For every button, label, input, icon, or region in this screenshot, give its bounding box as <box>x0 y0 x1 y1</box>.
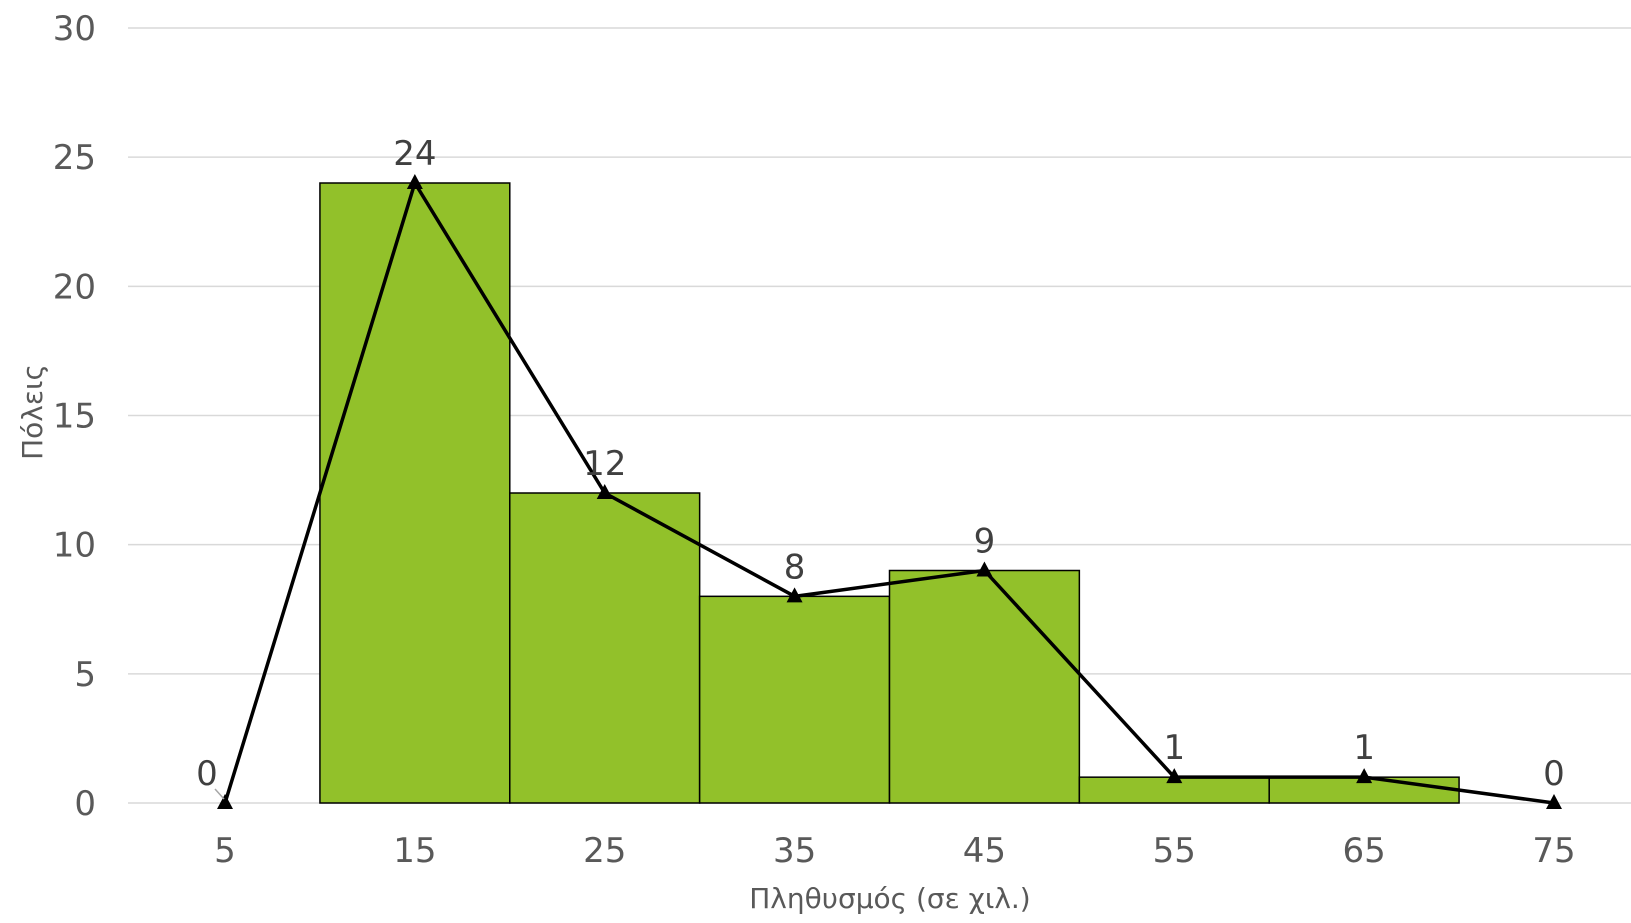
x-tick-label: 15 <box>393 831 436 871</box>
y-tick-label: 30 <box>53 9 96 49</box>
y-tick-label: 25 <box>53 138 96 178</box>
histogram-bar <box>509 492 701 804</box>
x-axis-ticks: 5 15 25 35 45 55 65 75 <box>214 831 1575 871</box>
x-tick-label: 75 <box>1532 831 1575 871</box>
y-tick-label: 0 <box>74 784 96 824</box>
polygon-marker <box>406 174 423 189</box>
histogram-bars <box>319 182 1460 804</box>
data-label: 0 <box>1543 754 1565 794</box>
data-label: 0 <box>196 754 218 794</box>
data-label: 8 <box>784 547 806 587</box>
polygon-marker <box>1356 768 1373 784</box>
polygon-marker <box>596 484 613 499</box>
y-axis-ticks: 0 5 10 15 20 25 30 <box>53 9 96 824</box>
y-tick-label: 20 <box>53 267 96 307</box>
polygon-line <box>223 181 1555 805</box>
label-leader-line <box>214 788 225 800</box>
data-label: 12 <box>583 444 626 484</box>
x-tick-label: 5 <box>214 831 236 871</box>
x-axis-title: Πληθυσμός (σε χιλ.) <box>749 882 1030 915</box>
y-tick-label: 10 <box>53 526 96 566</box>
frequency-polygon <box>217 174 1562 809</box>
y-tick-label: 15 <box>53 397 96 437</box>
data-label: 1 <box>1353 728 1375 768</box>
polygon-marker <box>786 587 803 603</box>
y-axis-title: Πόλεις <box>16 364 49 460</box>
data-label: 1 <box>1163 728 1185 768</box>
histogram-bar <box>698 595 891 804</box>
x-tick-label: 45 <box>963 831 1006 871</box>
x-tick-label: 35 <box>773 831 816 871</box>
polygon-marker <box>217 794 233 809</box>
polygon-marker <box>1166 768 1183 784</box>
histogram-bar <box>888 569 1081 804</box>
x-tick-label: 55 <box>1153 831 1196 871</box>
y-tick-label: 5 <box>74 655 96 695</box>
x-tick-label: 65 <box>1343 831 1386 871</box>
data-labels: 0 24 12 8 9 1 1 0 <box>196 134 1565 800</box>
polygon-marker <box>976 561 993 577</box>
data-label: 9 <box>974 522 996 562</box>
data-label: 24 <box>393 134 436 174</box>
x-tick-label: 25 <box>583 831 626 871</box>
polygon-marker <box>1546 794 1562 809</box>
histogram-bar <box>319 182 511 804</box>
